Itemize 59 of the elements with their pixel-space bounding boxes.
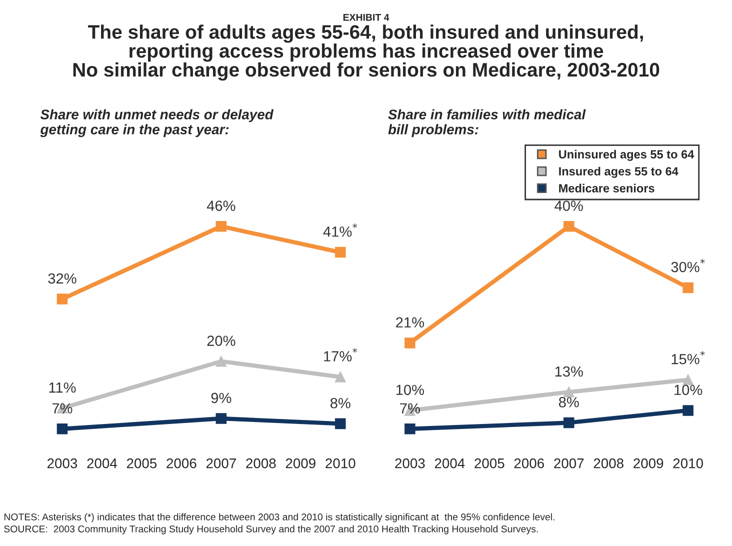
data-label: 20%: [207, 336, 236, 346]
data-label: 10%: [674, 384, 702, 396]
x-tick-label: 2007: [554, 458, 584, 468]
x-tick-label: 2005: [474, 458, 504, 468]
text: NOTES: Asterisks (*) indicates that the difference between 2003 and 2010 is statistically significant at the 95% confidence level.: [4, 513, 554, 522]
point: [404, 423, 416, 434]
x-tick-label: 2008: [594, 458, 624, 468]
point: [216, 413, 227, 424]
data-label: 7%: [400, 403, 420, 414]
data-label: 15%$^{*}$: [672, 350, 705, 364]
text: Share in families with medical bill problems:: [388, 109, 586, 138]
point: [56, 423, 68, 434]
data-label: 9%: [211, 392, 232, 404]
data-label: 41%$^{*}$: [323, 223, 358, 237]
legend-label: Medicare seniors: [559, 184, 654, 192]
x-tick-label: 2009: [634, 458, 664, 468]
x-tick-label: 2004: [87, 458, 117, 468]
x-tick-label: 2009: [286, 458, 316, 468]
point: [682, 374, 694, 386]
data-label: 7%: [52, 403, 72, 414]
text: Share with unmet needs or delayed getting care in the past year:: [40, 109, 274, 138]
data-label: 8%: [330, 398, 350, 408]
x-tick-label: 2003: [47, 458, 78, 468]
point: [563, 386, 574, 398]
data-label: 17%$^{*}$: [324, 348, 358, 362]
data-label: 8%: [558, 397, 579, 408]
point: [56, 294, 68, 304]
x-tick-label: 2008: [246, 458, 276, 468]
legend-label: Insured ages 55 to 64: [559, 166, 678, 178]
data-label: 21%: [396, 317, 424, 328]
data-label: 46%: [206, 200, 236, 211]
point: [216, 356, 227, 367]
x-tick-label: 2006: [166, 458, 196, 468]
data-label: 30%$^{*}$: [671, 258, 705, 272]
data-label: 13%: [555, 366, 583, 377]
data-label: 10%: [396, 384, 424, 396]
point: [563, 417, 574, 428]
x-tick-label: 2010: [326, 458, 356, 468]
point: [216, 220, 227, 232]
point: [335, 372, 346, 382]
point: [682, 405, 694, 416]
x-tick-label: 2007: [206, 458, 236, 468]
point: [682, 282, 694, 294]
legend-label: Uninsured ages 55 to 64: [559, 150, 694, 161]
point: [563, 220, 574, 232]
x-tick-label: 2005: [126, 458, 157, 468]
point: [404, 338, 416, 348]
x-tick-label: 2010: [673, 458, 703, 468]
data-label: 11%: [49, 382, 76, 393]
source-note: SOURCE: 2003 Community Tracking Study Household Survey and the 2007 and 2010 Health Tracking Household Surveys.: [4, 525, 538, 534]
x-tick-label: 2006: [514, 458, 544, 468]
data-label: 40%: [554, 200, 583, 211]
point: [335, 246, 346, 258]
point: [335, 418, 346, 430]
data-label: 32%: [48, 273, 76, 284]
x-tick-label: 2003: [395, 458, 425, 468]
chart-title: The share of adults ages 55-64, both insured and uninsured, reporting access problems has increased over time No similar change observed for seniors on Medicare, 2003-2010: [73, 24, 660, 81]
text: EXHIBIT 4: [343, 14, 390, 21]
x-tick-label: 2004: [434, 458, 465, 468]
